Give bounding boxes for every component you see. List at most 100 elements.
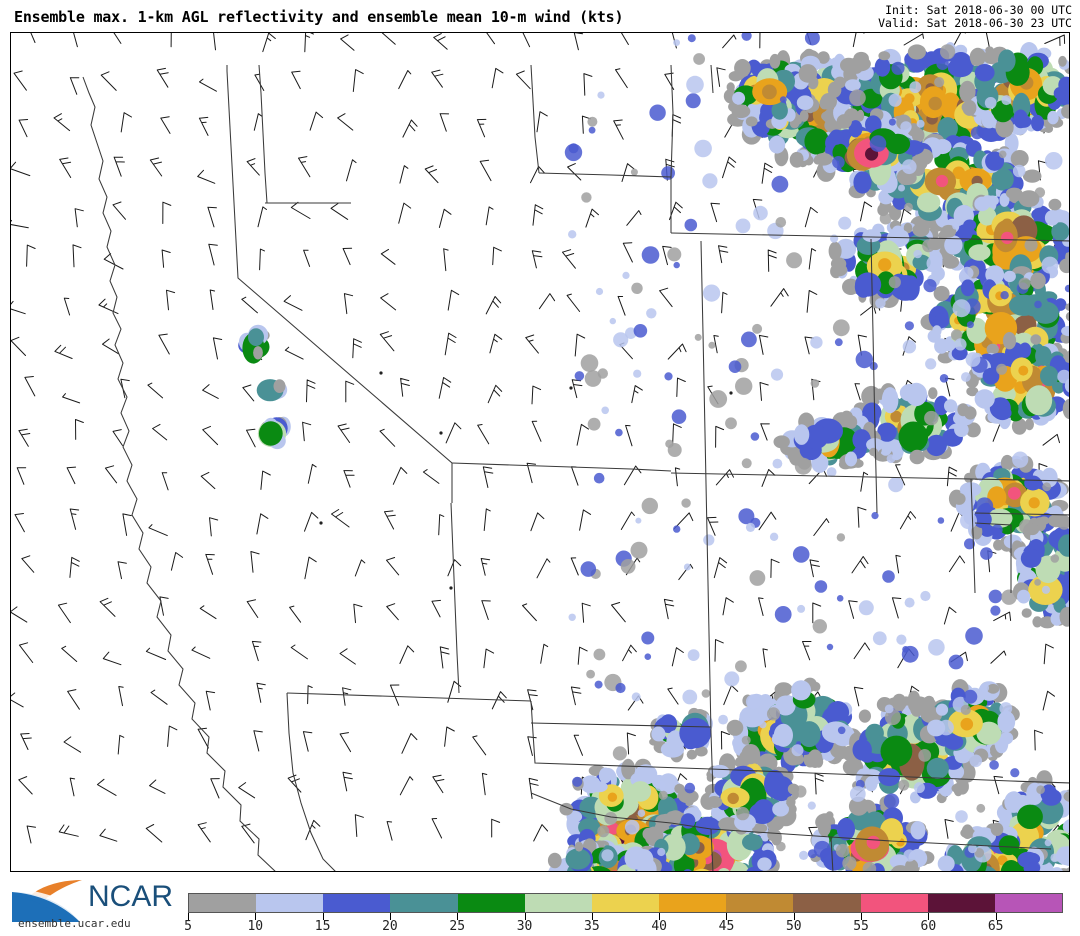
wind-barb xyxy=(891,597,902,619)
wind-barb xyxy=(761,469,776,487)
wind-barb xyxy=(615,68,628,89)
wind-barb xyxy=(483,648,495,669)
reflectivity-cell xyxy=(986,343,999,355)
reflectivity-cell xyxy=(1013,109,1028,129)
reflectivity-cell xyxy=(885,133,911,155)
wind-barb xyxy=(289,605,302,623)
reflectivity-cell xyxy=(817,51,830,64)
reflectivity-cell xyxy=(748,869,758,871)
wind-barb xyxy=(481,600,491,620)
wind-barb xyxy=(306,379,316,403)
wind-barb xyxy=(309,111,324,131)
wind-barb xyxy=(573,734,583,756)
wind-barb xyxy=(903,33,924,46)
wind-barb xyxy=(212,337,223,360)
reflectivity-cell xyxy=(845,415,858,429)
wind-barb xyxy=(63,297,71,316)
wind-barb xyxy=(399,776,414,796)
wind-barb xyxy=(577,646,588,665)
wind-barb xyxy=(566,293,581,312)
wind-barb xyxy=(66,466,77,485)
reflectivity-cell xyxy=(864,776,878,792)
reflectivity-cell xyxy=(273,379,286,393)
map-canvas[interactable] xyxy=(10,32,1070,872)
reflectivity-cell xyxy=(1061,104,1069,119)
colorbar-tick-label: 60 xyxy=(920,919,937,934)
wind-barb xyxy=(583,73,593,96)
wind-barb xyxy=(74,208,84,228)
wind-barb xyxy=(253,730,263,752)
wind-barb xyxy=(302,731,313,752)
logo-wordmark: NCAR xyxy=(88,880,174,913)
wind-barb xyxy=(676,377,686,397)
reflectivity-cell xyxy=(891,693,907,712)
wind-barb xyxy=(18,119,29,138)
wind-barb xyxy=(69,77,80,95)
reflectivity-cell xyxy=(937,117,958,140)
wind-barb xyxy=(526,462,536,484)
wind-barb xyxy=(1043,643,1054,665)
reflectivity-cell xyxy=(999,813,1011,829)
reflectivity-cell xyxy=(695,816,720,836)
wind-barb xyxy=(399,165,409,184)
wind-barb xyxy=(150,689,168,705)
reflectivity-cell xyxy=(673,811,683,820)
wind-barb xyxy=(122,513,132,536)
wind-barb xyxy=(758,597,764,616)
wind-barb xyxy=(538,293,556,310)
wind-barb xyxy=(573,33,584,51)
reflectivity-cell xyxy=(1017,589,1031,604)
wind-barb xyxy=(254,73,265,91)
wind-barb xyxy=(492,246,502,266)
wind-barb xyxy=(581,602,591,623)
wind-barb xyxy=(620,511,635,530)
wind-barb xyxy=(671,647,684,667)
reflectivity-cell xyxy=(928,387,938,400)
wind-barb xyxy=(443,248,449,272)
wind-barb xyxy=(489,333,503,354)
reflectivity-cell xyxy=(694,868,710,871)
wind-barb xyxy=(487,384,503,404)
wind-barb xyxy=(307,685,313,705)
wind-barb xyxy=(57,602,71,624)
reflectivity-cell xyxy=(933,313,950,329)
wind-barb xyxy=(482,466,494,488)
wind-barb xyxy=(536,111,548,133)
wind-barb xyxy=(759,33,761,49)
wind-barb xyxy=(399,645,415,664)
wind-barb xyxy=(354,814,364,837)
reflectivity-cell xyxy=(966,386,979,397)
wind-barb xyxy=(69,556,80,578)
wind-barb xyxy=(723,685,739,706)
wind-barb xyxy=(860,471,869,492)
colorbar-tick-label: 15 xyxy=(314,919,331,934)
reflectivity-cell xyxy=(998,49,1016,72)
reflectivity-cell xyxy=(836,817,856,841)
wind-barb xyxy=(352,69,364,92)
wind-barb xyxy=(758,334,769,355)
reflectivity-cell xyxy=(253,346,263,360)
reflectivity-cell xyxy=(993,539,1004,551)
wind-barb xyxy=(813,518,830,536)
wind-barb xyxy=(302,421,312,442)
wind-barb xyxy=(260,470,271,490)
reflectivity-cell xyxy=(1022,169,1042,183)
wind-barb xyxy=(814,772,824,795)
wind-barb xyxy=(11,300,26,315)
wind-barb xyxy=(145,647,167,660)
wind-barb xyxy=(721,291,728,314)
reflectivity-cell xyxy=(726,719,744,736)
wind-barb xyxy=(585,208,599,228)
wind-barb xyxy=(167,725,178,747)
wind-barb xyxy=(207,206,217,228)
reflectivity-cell xyxy=(1032,616,1043,628)
reflectivity-core xyxy=(1001,231,1014,245)
reflectivity-cell xyxy=(828,241,842,261)
wind-barb xyxy=(857,506,867,528)
reflectivity-cell xyxy=(943,733,964,750)
reflectivity-cell xyxy=(642,827,655,841)
reflectivity-cell xyxy=(956,778,969,795)
wind-barb xyxy=(98,298,119,315)
wind-barb xyxy=(342,247,353,266)
